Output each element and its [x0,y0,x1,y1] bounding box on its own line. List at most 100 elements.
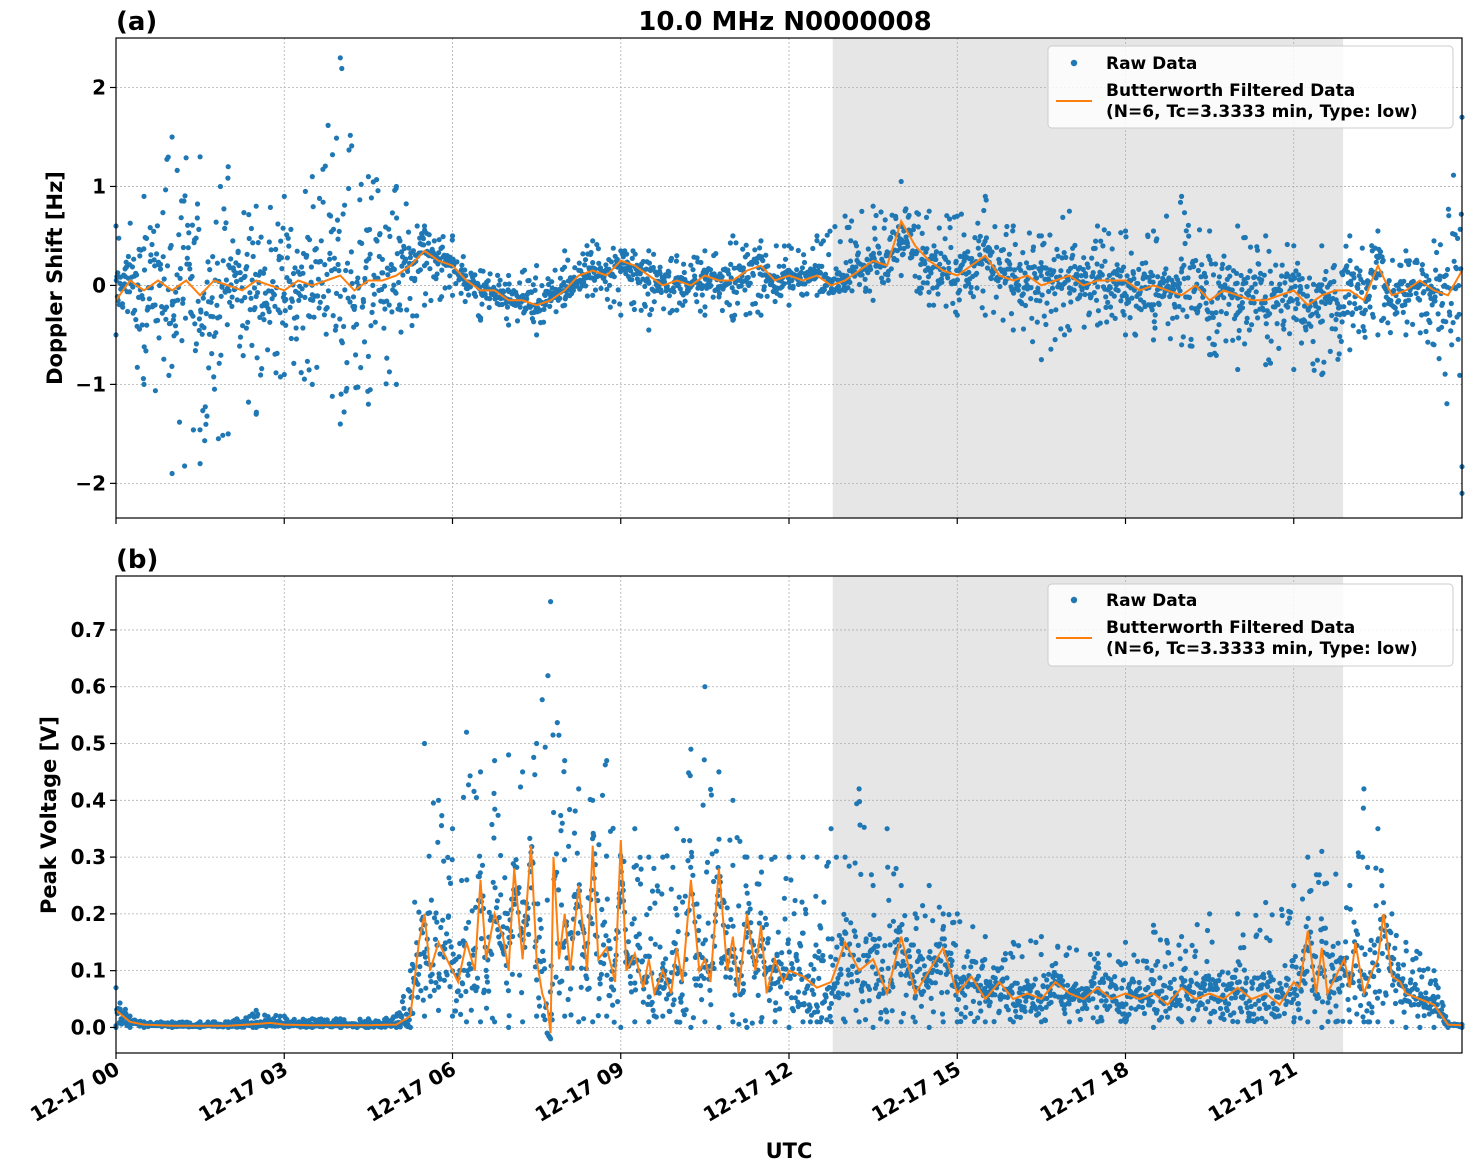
raw-data-point [891,871,897,877]
raw-data-point [412,275,418,282]
raw-data-point [1083,273,1089,279]
raw-data-point [903,992,909,998]
raw-data-point [266,309,272,315]
raw-data-point [1279,262,1285,268]
raw-data-point [182,463,188,469]
raw-data-point [170,317,176,323]
raw-data-point [1338,338,1344,344]
raw-data-point [975,1015,981,1021]
raw-data-point [166,372,172,378]
raw-data-point [836,995,842,1001]
raw-data-point [1392,305,1398,311]
raw-data-point [1074,271,1080,277]
raw-data-point [381,325,387,331]
raw-data-point [680,899,686,905]
raw-data-point [855,978,861,984]
raw-data-point [913,925,919,932]
raw-data-point [1226,1001,1232,1007]
raw-data-point [143,235,150,241]
raw-data-point [802,906,809,913]
raw-data-point [502,281,508,287]
raw-data-point [810,977,816,984]
raw-data-point [893,865,899,872]
raw-data-point [175,297,181,303]
raw-data-point [974,270,980,276]
raw-data-point [1439,300,1446,307]
raw-data-point [488,914,494,920]
raw-data-point [604,296,611,302]
raw-data-point [463,925,469,931]
raw-data-point [1223,987,1230,993]
raw-data-point [926,289,932,295]
raw-data-point [1310,281,1317,287]
raw-data-point [1160,275,1166,281]
raw-data-point [1308,323,1314,329]
raw-data-point [487,296,493,302]
raw-data-point [688,849,695,856]
raw-data-point [584,975,590,982]
raw-data-point [1225,970,1231,976]
raw-data-point [1150,228,1157,234]
raw-data-point [1085,264,1091,270]
raw-data-point [758,238,764,244]
raw-data-point [668,255,675,261]
raw-data-point [671,289,677,295]
raw-data-point [134,364,140,370]
raw-data-point [867,288,873,294]
raw-data-point [1223,338,1229,344]
raw-data-point [1355,281,1361,287]
raw-data-point [696,927,702,934]
raw-data-point [163,187,169,193]
raw-data-point [728,275,734,281]
raw-data-point [322,262,328,268]
raw-data-point [740,265,747,271]
raw-data-point [1249,322,1255,328]
raw-data-point [315,293,321,299]
raw-data-point [788,995,795,1001]
raw-data-point [1278,308,1284,314]
raw-data-point [514,864,520,870]
raw-data-point [887,942,893,948]
raw-data-point [297,293,304,299]
raw-data-point [367,251,373,257]
raw-data-point [357,197,363,203]
raw-data-point [1118,1018,1124,1024]
raw-data-point [318,238,324,244]
raw-data-point [1239,287,1245,293]
raw-data-point [1253,308,1259,314]
raw-data-point [729,285,735,291]
raw-data-point [1090,996,1096,1002]
raw-data-point [220,258,226,264]
raw-data-point [1048,999,1054,1006]
raw-data-point [1090,270,1096,276]
raw-data-point [420,236,426,242]
raw-data-point [425,240,432,246]
raw-data-point [783,875,789,882]
raw-data-point [272,303,278,309]
raw-data-point [1359,289,1365,295]
raw-data-point [948,950,954,957]
raw-data-point [273,246,279,252]
raw-data-point [1247,268,1253,274]
raw-data-point [502,875,508,881]
raw-data-point [1243,280,1249,286]
raw-data-point [918,285,925,291]
raw-data-point [160,254,166,260]
raw-data-point [919,956,926,962]
raw-data-point [479,862,486,868]
raw-data-point [1151,978,1157,984]
raw-data-point [969,255,975,262]
raw-data-point [694,255,700,261]
raw-data-point [957,919,963,925]
raw-data-point [657,944,663,950]
raw-data-point [603,933,609,939]
raw-data-point [565,257,571,263]
raw-data-point [1205,999,1211,1005]
raw-data-point [1099,263,1105,269]
panel-a-ylabel: Doppler Shift [Hz] [43,171,67,385]
raw-data-point [1387,330,1393,336]
raw-data-point [591,833,597,839]
raw-data-point [646,280,652,286]
raw-data-point [253,411,259,417]
raw-data-point [252,305,258,311]
